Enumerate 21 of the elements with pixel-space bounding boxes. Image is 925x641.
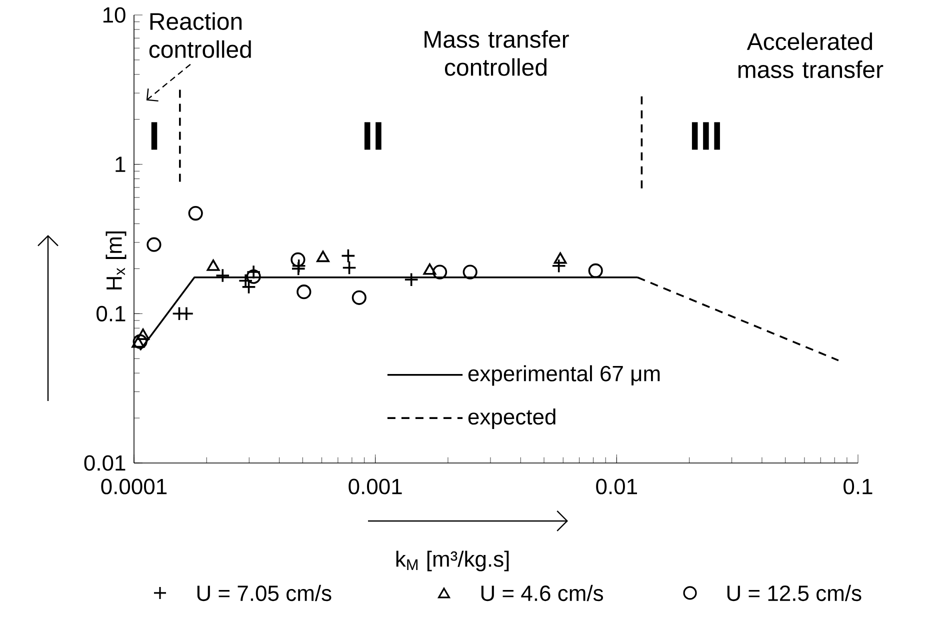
x-axis-title: k$_{M}$ [m³/kg.s] — [396, 550, 509, 572]
annotation: Accelerated mass transfer — [738, 32, 884, 78]
y-tick-label: 0.01 — [84, 455, 126, 471]
x-tick-label: 0.001 — [348, 478, 402, 494]
x-tick-label: 0.01 — [596, 478, 637, 494]
y-axis-title: H$_{x}$ [m] — [106, 232, 126, 290]
legend-label: experimental 67 μm — [468, 365, 660, 386]
legend-label: U = 7.05 cm/s — [197, 584, 332, 602]
annotation: II — [364, 122, 382, 150]
x-tick-label: 0.0001 — [101, 478, 167, 494]
x-tick-label: 0.1 — [844, 478, 872, 494]
legend-label: U = 12.5 cm/s — [727, 584, 862, 602]
y-tick-label: 10 — [103, 7, 126, 23]
annotation: Mass transfer controlled — [424, 30, 569, 76]
legend-label: expected — [468, 408, 556, 429]
y-tick-label: 0.1 — [96, 306, 126, 322]
legend-label: U = 4.6 cm/s — [481, 584, 604, 602]
y-tick-label: 1 — [116, 156, 126, 172]
annotation: Reaction controlled — [149, 12, 251, 58]
annotation: I — [151, 122, 158, 150]
annotation: III — [692, 122, 720, 150]
